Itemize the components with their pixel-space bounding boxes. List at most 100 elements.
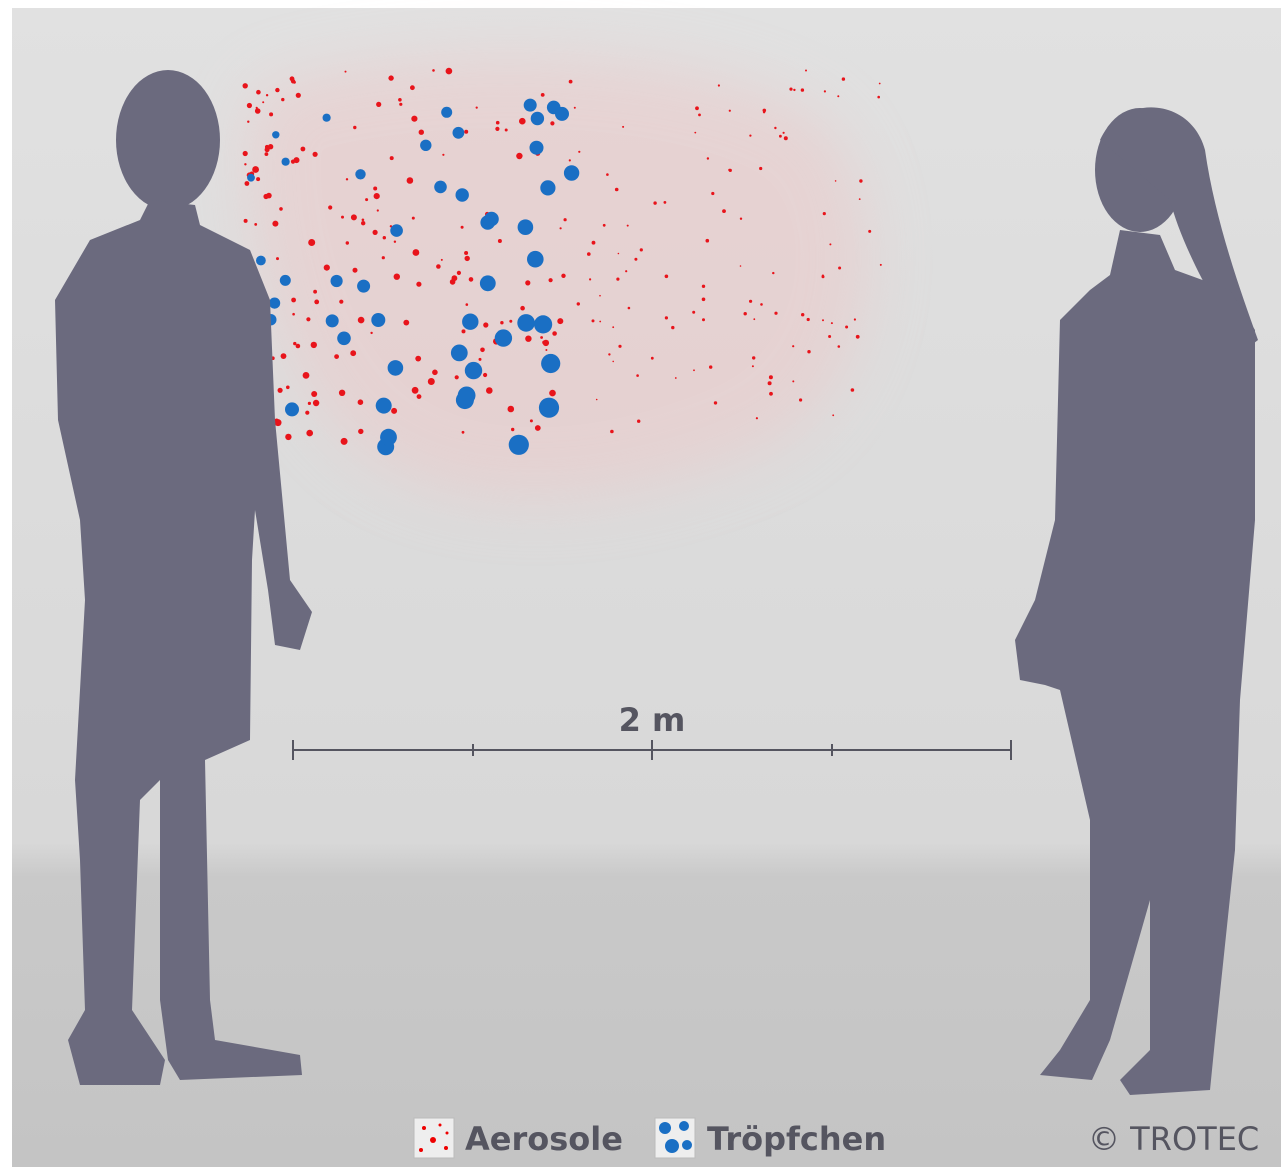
- particle: [769, 391, 773, 396]
- particle: [617, 252, 620, 255]
- particle: [388, 75, 394, 81]
- particle: [281, 97, 285, 102]
- particle: [739, 217, 743, 220]
- particle: [418, 129, 424, 135]
- particle: [276, 257, 279, 261]
- particle: [879, 263, 882, 266]
- particle: [279, 274, 291, 286]
- particle: [728, 168, 732, 172]
- particle: [519, 117, 526, 125]
- particle: [255, 106, 258, 109]
- particle: [671, 325, 675, 330]
- particle: [530, 111, 545, 126]
- particle: [365, 198, 369, 202]
- particle: [589, 278, 592, 281]
- particle: [801, 313, 805, 317]
- particle: [504, 128, 508, 132]
- particle: [293, 341, 297, 346]
- particle: [352, 267, 358, 273]
- particle: [837, 345, 841, 348]
- particle: [263, 193, 269, 200]
- particle: [774, 311, 778, 315]
- particle: [858, 198, 861, 201]
- particle: [323, 264, 330, 271]
- particle: [254, 108, 261, 114]
- particle: [548, 278, 553, 283]
- particle: [415, 355, 422, 362]
- particle: [674, 377, 677, 379]
- particle: [850, 388, 855, 392]
- particle: [247, 173, 255, 182]
- particle: [345, 178, 349, 181]
- man-silhouette: [55, 70, 312, 1085]
- particle: [412, 249, 420, 256]
- particle: [878, 82, 881, 85]
- particle: [599, 294, 601, 297]
- particle: [807, 350, 811, 354]
- particle: [393, 240, 397, 243]
- particle: [838, 266, 842, 270]
- particle: [517, 314, 535, 332]
- particle: [713, 401, 718, 405]
- particle: [393, 273, 400, 280]
- particle: [269, 112, 274, 117]
- particle: [420, 139, 432, 151]
- particle: [310, 341, 317, 349]
- particle: [293, 80, 296, 84]
- particle: [305, 410, 310, 415]
- particle: [416, 281, 422, 287]
- particle: [772, 271, 775, 275]
- particle: [381, 256, 385, 260]
- particle: [372, 229, 378, 235]
- particle: [693, 369, 695, 372]
- particle: [540, 336, 543, 339]
- particle: [612, 360, 614, 363]
- particle: [479, 275, 496, 292]
- particle: [399, 102, 403, 106]
- particle: [568, 159, 571, 162]
- particle: [465, 303, 469, 306]
- particle: [262, 101, 265, 104]
- particle: [267, 144, 274, 150]
- particle: [357, 316, 365, 324]
- particle: [500, 321, 504, 325]
- particle: [516, 152, 523, 160]
- scale-bar: [292, 740, 1012, 760]
- particle: [877, 95, 880, 99]
- particle: [760, 303, 763, 306]
- particle: [357, 399, 364, 406]
- particle: [328, 205, 333, 210]
- particle: [545, 349, 548, 351]
- particle: [722, 209, 726, 214]
- particle: [306, 429, 314, 437]
- particle: [486, 387, 493, 394]
- particle: [403, 319, 410, 326]
- particle: [464, 361, 483, 380]
- particle: [387, 360, 404, 376]
- particle: [695, 106, 699, 111]
- particle: [555, 106, 569, 121]
- particle: [701, 284, 706, 288]
- particle: [464, 251, 469, 255]
- particle: [427, 378, 435, 385]
- particle: [344, 70, 347, 73]
- particle: [339, 299, 344, 304]
- particle: [461, 329, 466, 334]
- particle: [578, 150, 581, 153]
- particle: [371, 313, 386, 327]
- particle: [256, 177, 261, 182]
- particle: [783, 136, 788, 141]
- particle: [480, 347, 485, 353]
- particle: [534, 425, 541, 431]
- particle: [457, 386, 476, 405]
- particle: [242, 83, 248, 89]
- particle: [264, 144, 270, 150]
- particle: [373, 186, 378, 191]
- particle: [406, 177, 414, 184]
- particle: [830, 322, 833, 325]
- particle: [497, 239, 502, 243]
- particle: [464, 255, 470, 262]
- particle: [302, 372, 310, 379]
- particle: [664, 274, 669, 279]
- particle: [653, 201, 657, 205]
